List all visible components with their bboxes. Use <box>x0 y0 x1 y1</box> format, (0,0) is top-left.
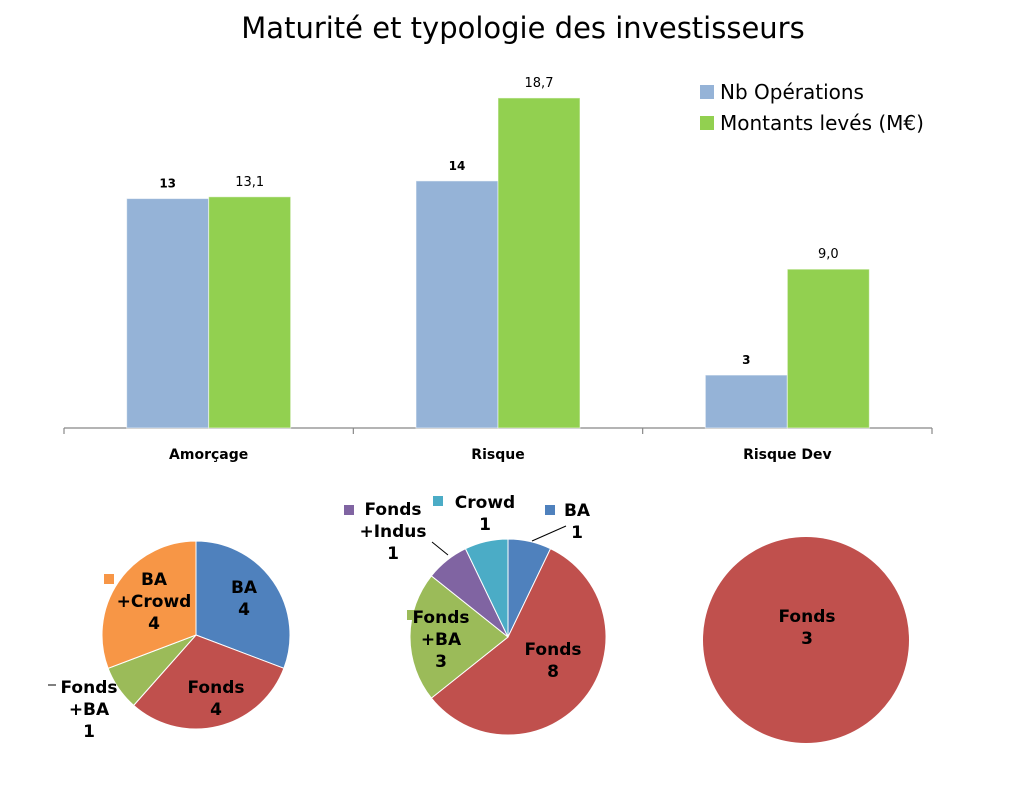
legend-swatch-nb-operations <box>700 85 714 99</box>
legend: Nb Opérations Montants levés (M€) <box>700 80 924 135</box>
pie-slice-risque-fonds <box>430 548 607 736</box>
pie-slice-risque-fonds-ba <box>409 575 509 699</box>
data-label-nb-operations-amorcage: 13 <box>159 177 176 191</box>
bar-nb-operations-risque-dev <box>704 374 788 429</box>
bar-nb-operations-risque <box>415 180 499 429</box>
pie-leader-line <box>431 541 449 556</box>
legend-swatch-montants-leves <box>700 116 714 130</box>
category-labels: Amorçage Risque Risque Dev <box>169 447 832 463</box>
category-label-amorcage: Amorçage <box>169 447 248 463</box>
pie-label-risque-4: Crowd 1 <box>455 493 515 535</box>
pie-slice-amorcage-ba <box>195 540 291 669</box>
pie-label-amorcage-2: Fonds +BA 1 <box>61 678 118 742</box>
pie-charts: BA 4 Fonds 4 Fonds +BA 1 BA +Crowd 4 BA 1 Fonds 8 Fond… <box>48 493 909 743</box>
pie-risque: BA 1 Fonds 8 Fonds +BA 3 Fonds +Indus 1 Crowd 1 <box>344 493 607 736</box>
x-axis-ticks <box>63 428 933 434</box>
pie-label-marker <box>344 505 354 515</box>
pie-label-risque-0: BA 1 <box>564 501 591 543</box>
legend-label-montants-leves: Montants levés (M€) <box>720 111 924 135</box>
pie-risque-dev: Fonds 3 <box>703 537 909 743</box>
data-label-montants-leves-m-risque-dev: 9,0 <box>818 247 839 262</box>
pie-label-amorcage-3: BA +Crowd 4 <box>117 570 192 634</box>
pie-slice-risque-dev-fonds <box>703 537 909 743</box>
pie-label-marker <box>407 610 417 620</box>
bar-nb-operations-amorcage <box>126 198 210 429</box>
data-label-montants-leves-m-amorcage: 13,1 <box>235 175 264 190</box>
data-label-nb-operations-risque: 14 <box>449 159 466 173</box>
bar-montants-leves-m-risque <box>497 97 581 429</box>
category-label-risque: Risque <box>471 447 524 463</box>
bar-chart: 13 13,1 14 18,7 3 9,0 Amorçage Risque Risque De… <box>63 76 933 463</box>
pie-label-amorcage-1: Fonds 4 <box>188 678 245 720</box>
pie-label-risque-dev-0: Fonds 3 <box>779 607 836 649</box>
bars <box>126 97 870 429</box>
pie-label-amorcage-0: BA 4 <box>231 578 258 620</box>
legend-label-nb-operations: Nb Opérations <box>720 80 864 104</box>
data-label-montants-leves-m-risque: 18,7 <box>525 76 554 91</box>
category-label-risque-dev: Risque Dev <box>743 447 832 463</box>
data-labels: 13 13,1 14 18,7 3 9,0 <box>159 76 838 367</box>
chart-title: Maturité et typologie des investisseurs <box>241 11 804 45</box>
pie-slice-risque-crowd <box>464 538 509 638</box>
pie-label-risque-2: Fonds +BA 3 <box>413 608 470 672</box>
pie-label-risque-3: Fonds +Indus 1 <box>359 500 426 564</box>
pie-amorcage: BA 4 Fonds 4 Fonds +BA 1 BA +Crowd 4 <box>48 540 291 742</box>
bar-montants-leves-m-amorcage <box>208 196 292 429</box>
pie-slice-amorcage-ba-crowd <box>101 540 197 669</box>
pie-leader-line <box>531 525 567 542</box>
data-label-nb-operations-risque-dev: 3 <box>742 353 750 367</box>
pie-label-marker <box>104 574 114 584</box>
bar-montants-leves-m-risque-dev <box>786 268 870 429</box>
pie-label-marker <box>545 505 555 515</box>
pie-label-marker <box>433 496 443 506</box>
pie-slice-amorcage-fonds <box>132 634 285 730</box>
pie-label-risque-1: Fonds 8 <box>525 640 582 682</box>
